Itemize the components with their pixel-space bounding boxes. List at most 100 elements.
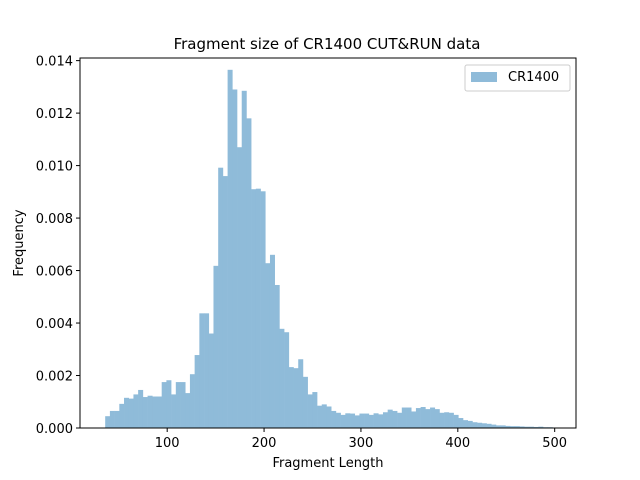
histogram-bar: [505, 425, 511, 428]
histogram-bar: [448, 412, 454, 428]
y-axis-label: Frequency: [12, 209, 27, 276]
histogram-bar: [161, 382, 167, 428]
histogram-bar: [533, 426, 539, 428]
histogram-bar: [392, 410, 398, 428]
histogram-bar: [373, 413, 379, 428]
histogram-bar: [269, 254, 275, 428]
histogram-bar: [434, 409, 440, 428]
histogram-bar: [222, 176, 228, 428]
histogram-bar: [350, 413, 356, 428]
chart-title: Fragment size of CR1400 CUT&RUN data: [174, 35, 481, 53]
histogram-bar: [321, 404, 327, 428]
histogram-bar: [175, 382, 181, 428]
histogram-bar: [491, 424, 497, 428]
legend: CR1400: [464, 64, 571, 92]
histogram-bar: [199, 313, 205, 428]
histogram-bar: [227, 69, 233, 428]
x-tick-label: 400: [445, 436, 470, 451]
histogram-bar: [472, 422, 478, 428]
legend-swatch-cr1400: [471, 72, 497, 82]
histogram-bar: [218, 167, 224, 428]
histogram-bar: [430, 407, 436, 428]
histogram-bar: [368, 414, 374, 428]
histogram-bar: [364, 413, 370, 428]
histogram-bar: [411, 411, 417, 428]
histogram-bar: [425, 409, 431, 428]
histogram-bar: [156, 396, 162, 428]
histogram-bar: [519, 426, 525, 428]
histogram-bar: [354, 415, 360, 428]
histogram-bar: [114, 410, 120, 428]
histogram-bar: [467, 420, 473, 428]
histogram-bar: [284, 332, 290, 428]
histogram-bar: [208, 333, 214, 428]
y-tick-label: 0.000: [36, 422, 73, 437]
histogram-bar: [171, 394, 177, 428]
histogram-bar: [406, 407, 412, 428]
histogram-bar: [298, 359, 304, 428]
y-tick-label: 0.008: [36, 212, 73, 227]
y-tick-label: 0.002: [36, 370, 73, 385]
histogram-bar: [340, 414, 346, 428]
histogram-bar: [241, 90, 247, 429]
histogram-bar: [500, 425, 506, 428]
histogram-bar: [152, 396, 158, 428]
histogram-bar: [189, 374, 195, 428]
histogram-bar: [119, 403, 125, 428]
histogram-bar: [312, 392, 318, 428]
histogram-bar: [288, 367, 294, 428]
histogram-bar: [138, 389, 144, 428]
histogram-bar: [274, 284, 280, 428]
histogram-bar: [237, 147, 243, 428]
histogram-bar: [194, 355, 200, 428]
histogram-bar: [458, 418, 464, 428]
y-tick-label: 0.010: [36, 160, 73, 175]
histogram-bar: [382, 412, 388, 428]
histogram-bar: [213, 265, 219, 428]
x-tick-label: 100: [155, 436, 180, 451]
histogram-bar: [255, 188, 261, 428]
histogram-bar: [510, 426, 516, 428]
histogram-bar: [317, 405, 323, 428]
histogram-bar: [453, 414, 459, 428]
histogram-bar: [251, 189, 257, 428]
x-tick-label: 200: [252, 436, 277, 451]
histogram-bar: [514, 426, 520, 428]
x-axis-label: Fragment Length: [272, 456, 383, 471]
histogram-bar: [166, 380, 172, 428]
histogram-bar: [260, 191, 266, 428]
histogram-bar: [528, 426, 534, 428]
histogram-bar: [477, 422, 483, 428]
histogram-bar: [293, 368, 299, 428]
histogram-bar: [345, 413, 351, 428]
histogram-bar: [133, 394, 139, 428]
histogram-bar: [232, 89, 238, 429]
y-tick-label: 0.004: [36, 317, 73, 332]
histogram-bar: [420, 407, 426, 428]
legend-label-cr1400: CR1400: [508, 70, 559, 85]
histogram-bar: [444, 412, 450, 428]
legend-box: [464, 64, 571, 92]
histogram-bar: [246, 118, 252, 428]
histogram-bar: [401, 407, 407, 428]
x-tick-label: 300: [349, 436, 374, 451]
histogram-bar: [128, 398, 134, 428]
histogram-bar: [331, 410, 337, 428]
histogram-bar: [124, 397, 130, 428]
histogram-bar: [387, 409, 393, 428]
histogram-bar: [302, 376, 308, 428]
x-axis: 100 200 300 400 500: [155, 428, 567, 451]
histogram-bar: [105, 416, 111, 428]
histogram-bar: [109, 410, 115, 428]
histogram-bar: [463, 420, 469, 428]
histogram-bar: [524, 426, 530, 428]
histogram-bar: [495, 425, 501, 428]
histogram-bar: [335, 412, 341, 428]
histogram-bar: [279, 328, 285, 428]
x-tick-label: 500: [542, 436, 567, 451]
histogram-bar: [180, 382, 186, 428]
y-axis: 0.000 0.002 0.004 0.006 0.008 0.010 0.012 0.014: [36, 55, 80, 437]
plot-frame: [79, 57, 577, 429]
histogram-bar: [204, 313, 210, 428]
